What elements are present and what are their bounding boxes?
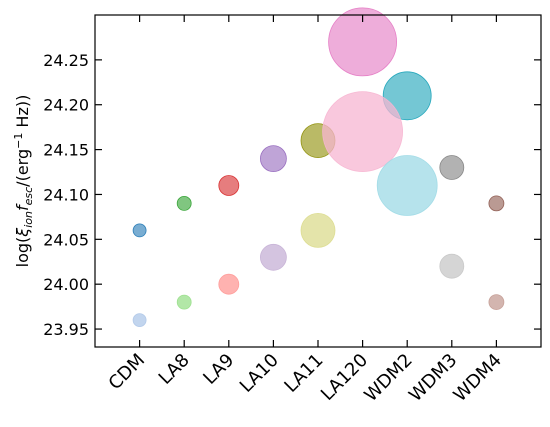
x-tick-label-wdm2: WDM2 [360,350,416,406]
data-point-la11-series-2 [300,212,336,248]
x-tick-label-la8: LA8 [155,350,194,389]
data-point-la10-series-1 [259,145,287,173]
x-tick-label-la10: LA10 [236,350,283,397]
data-point-cdm-series-1 [132,223,147,238]
x-tick-label-wdm4: WDM4 [450,350,506,406]
axes [94,14,542,348]
x-tick-label-la120: LA120 [317,350,372,405]
y-tick-label: 23.95 [43,320,89,339]
x-tick-label-cdm: CDM [105,350,150,395]
data-point-la120-series-2 [322,91,404,173]
data-point-wdm3-series-1 [439,155,465,180]
x-tick-label-wdm3: WDM3 [405,350,461,406]
x-tick-label-la9: LA9 [199,350,238,389]
y-tick-label: 24.25 [43,51,89,70]
y-tick-label: 24.15 [43,141,89,160]
y-axis-label: log(ξionfesc/(erg−1 Hz)) [12,95,35,268]
data-point-wdm4-series-1 [488,195,505,212]
plot-frame [94,14,542,348]
y-tick-label: 24.00 [43,275,89,294]
data-point-la8-series-2 [176,294,192,310]
data-point-la9-series-1 [218,175,240,196]
data-point-la8-series-1 [176,195,192,211]
data-point-la120-series-1 [328,7,398,77]
data-point-la10-series-2 [259,243,287,271]
data-point-cdm-series-2 [132,313,147,328]
y-tick-label: 24.20 [43,96,89,115]
data-point-wdm4-series-2 [488,294,505,311]
data-point-wdm3-series-2 [439,253,465,279]
y-tick-label: 24.10 [43,185,89,204]
data-points [132,7,505,328]
y-tick-label: 24.05 [43,230,89,249]
data-point-la9-series-2 [218,273,240,295]
data-point-wdm2-series-2 [376,155,438,216]
